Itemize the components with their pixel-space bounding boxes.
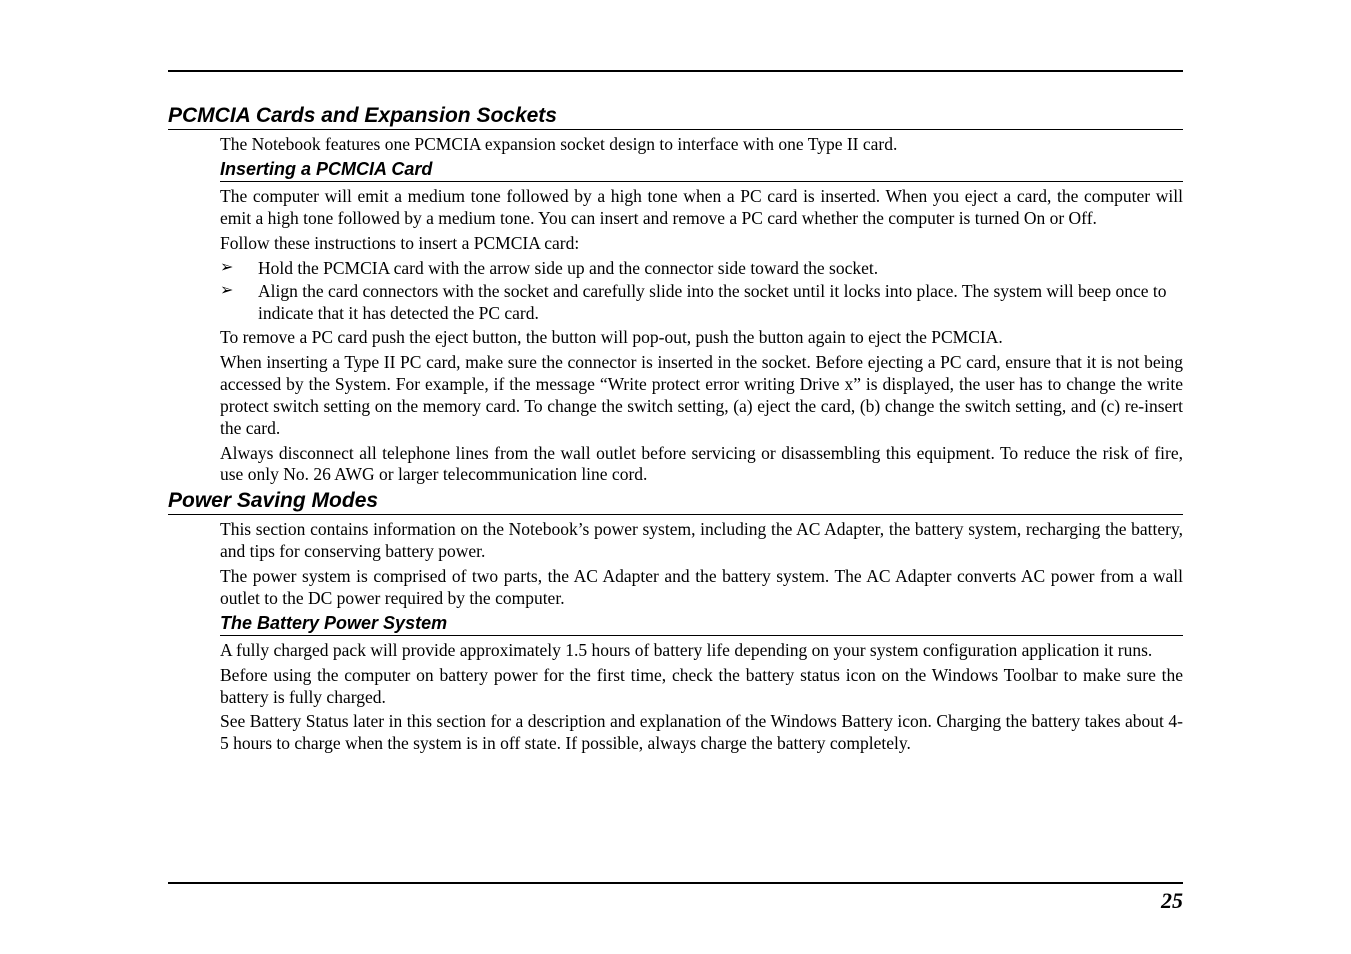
paragraph: The Notebook features one PCMCIA expansi… bbox=[220, 134, 1183, 156]
subsection-heading-inserting: Inserting a PCMCIA Card bbox=[220, 159, 1183, 182]
section-pcmcia-content: The Notebook features one PCMCIA expansi… bbox=[168, 134, 1183, 486]
instruction-list: Hold the PCMCIA card with the arrow side… bbox=[220, 258, 1183, 326]
section-heading-pcmcia: PCMCIA Cards and Expansion Sockets bbox=[168, 104, 1183, 130]
paragraph: A fully charged pack will provide approx… bbox=[220, 640, 1183, 662]
paragraph: Always disconnect all telephone lines fr… bbox=[220, 443, 1183, 487]
list-item: Align the card connectors with the socke… bbox=[220, 281, 1183, 325]
paragraph: When inserting a Type II PC card, make s… bbox=[220, 352, 1183, 440]
paragraph: Before using the computer on battery pow… bbox=[220, 665, 1183, 709]
section-heading-power: Power Saving Modes bbox=[168, 489, 1183, 515]
paragraph: Follow these instructions to insert a PC… bbox=[220, 233, 1183, 255]
footer: 25 bbox=[168, 882, 1183, 914]
paragraph: To remove a PC card push the eject butto… bbox=[220, 327, 1183, 349]
list-item: Hold the PCMCIA card with the arrow side… bbox=[220, 258, 1183, 280]
subsection-heading-battery: The Battery Power System bbox=[220, 613, 1183, 636]
footer-rule bbox=[168, 882, 1183, 884]
top-rule bbox=[168, 70, 1183, 72]
page-number: 25 bbox=[168, 888, 1183, 914]
paragraph: See Battery Status later in this section… bbox=[220, 711, 1183, 755]
paragraph: This section contains information on the… bbox=[220, 519, 1183, 563]
section-power-content: This section contains information on the… bbox=[168, 519, 1183, 755]
paragraph: The computer will emit a medium tone fol… bbox=[220, 186, 1183, 230]
paragraph: The power system is comprised of two par… bbox=[220, 566, 1183, 610]
